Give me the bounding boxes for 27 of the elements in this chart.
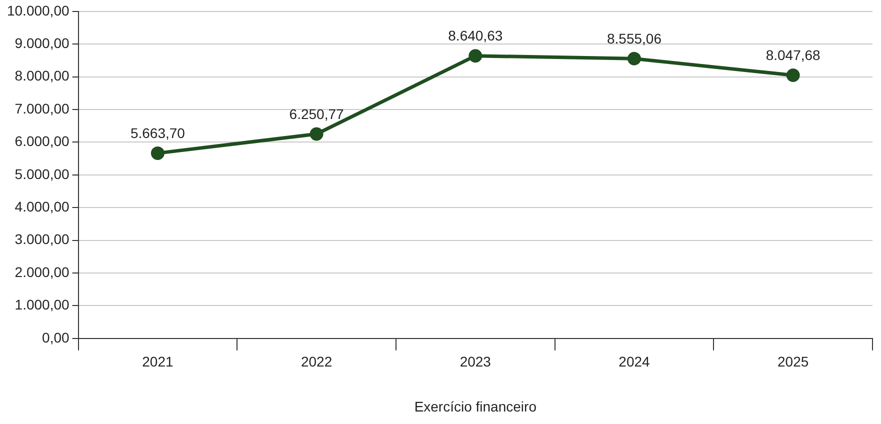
- x-tick-label: 2021: [142, 354, 174, 370]
- point: [310, 127, 324, 141]
- y-tick-label: 9.000,00: [14, 34, 70, 51]
- x-tick-label: 2024: [618, 354, 650, 370]
- x-axis-title: Exercício financeiro: [414, 398, 537, 414]
- y-tick-label: 2.000,00: [14, 264, 70, 280]
- point: [786, 68, 800, 82]
- point: [627, 52, 641, 66]
- x-tick-label: 2022: [300, 354, 332, 370]
- point: [468, 49, 482, 63]
- y-tick-label: 7.000,00: [14, 100, 70, 116]
- x-tick-label: 2025: [778, 354, 809, 370]
- data-label: 8.047,68: [766, 47, 821, 64]
- x-tick-label: 2023: [460, 354, 492, 370]
- y-tick-label: 1.000,00: [14, 296, 70, 313]
- y-tick-label: 6.000,00: [14, 133, 70, 150]
- y-tick-label: 0,00: [42, 329, 70, 346]
- data-label: 6.250,77: [289, 106, 344, 122]
- y-tick-label: 3.000,00: [14, 231, 70, 248]
- point: [150, 146, 164, 160]
- y-tick-label: 10.000,00: [6, 2, 70, 18]
- y-tick-label: 8.000,00: [14, 68, 70, 84]
- data-label: 5.663,70: [130, 125, 186, 142]
- data-label: 8.555,06: [606, 30, 662, 47]
- y-tick-label: 5.000,00: [14, 166, 70, 182]
- y-tick-label: 4.000,00: [14, 198, 70, 214]
- data-label: 8.640,63: [448, 28, 503, 44]
